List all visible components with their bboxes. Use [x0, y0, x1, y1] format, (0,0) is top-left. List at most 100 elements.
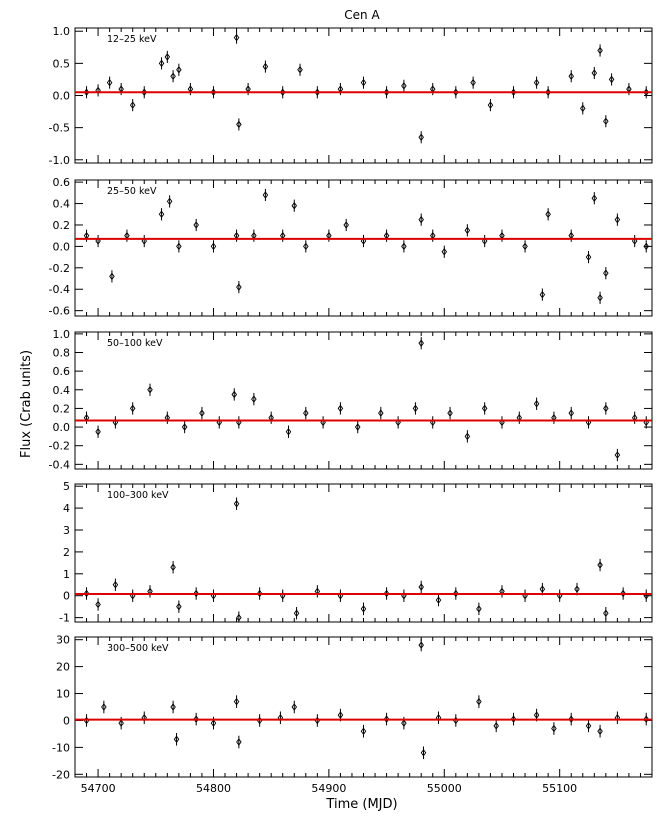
data-point	[354, 423, 361, 431]
data-point	[141, 714, 147, 722]
data-point	[343, 221, 349, 229]
data-point	[293, 609, 300, 617]
y-tick-label: 0.2	[53, 402, 71, 415]
data-point	[401, 82, 407, 90]
data-point	[83, 589, 90, 598]
data-point	[106, 78, 113, 87]
y-tick-label: 0.0	[53, 240, 71, 253]
y-tick-label: -10	[52, 741, 70, 754]
y-tick-label: 3	[63, 524, 70, 537]
data-point	[568, 715, 574, 723]
data-point	[603, 609, 609, 617]
data-point	[401, 242, 407, 251]
data-point	[481, 404, 488, 413]
data-point	[193, 589, 199, 598]
data-point	[533, 711, 540, 719]
data-point	[568, 72, 574, 80]
data-point	[193, 221, 199, 229]
data-point	[418, 215, 424, 224]
x-tick-label: 54900	[311, 782, 346, 795]
y-tick-label: -1	[59, 612, 70, 625]
y-tick-label: 0.6	[53, 176, 71, 189]
y-tick-label: -0.6	[49, 305, 70, 318]
panel-frame	[74, 27, 653, 164]
data-point	[470, 78, 476, 87]
panel-frame	[74, 179, 653, 317]
data-point	[608, 75, 615, 84]
y-tick-label: -1.0	[49, 154, 70, 167]
data-point	[545, 210, 551, 219]
x-tick-label: 54700	[81, 782, 116, 795]
data-point	[481, 237, 488, 245]
panel-band-label: 100–300 keV	[107, 490, 169, 501]
data-point	[303, 242, 309, 251]
data-point	[383, 715, 390, 723]
data-point	[574, 585, 580, 593]
data-point	[279, 88, 286, 97]
data-point	[231, 390, 238, 399]
data-point	[412, 404, 419, 413]
data-point	[112, 581, 119, 589]
data-point	[360, 237, 367, 245]
panel-4: -1 0 1 2 3 4 5 100–300 keV	[59, 480, 653, 625]
data-point	[129, 404, 136, 413]
y-tick-label: 20	[56, 661, 70, 674]
data-point	[603, 269, 609, 277]
data-point	[539, 290, 546, 299]
y-tick-label: 10	[56, 688, 70, 701]
data-point	[158, 210, 165, 219]
data-point	[418, 583, 424, 591]
data-point	[453, 88, 459, 97]
data-point	[193, 715, 199, 723]
y-tick-label: 0.4	[53, 384, 71, 397]
data-point	[236, 738, 242, 746]
data-point	[620, 589, 626, 598]
data-point	[101, 703, 107, 711]
data-point	[418, 339, 424, 347]
data-point	[236, 613, 242, 622]
data-point	[210, 242, 217, 251]
data-point	[95, 237, 101, 245]
data-point	[420, 749, 427, 757]
data-point	[314, 88, 321, 97]
data-point	[262, 62, 269, 71]
panel-5: -20 -10 0 10 20 30 300–500 keV	[52, 634, 653, 781]
data-point	[585, 722, 592, 730]
data-point	[539, 585, 546, 593]
data-point	[510, 715, 517, 723]
data-point	[170, 703, 176, 711]
panel-band-label: 50–100 keV	[107, 338, 163, 349]
data-point	[173, 735, 180, 744]
data-point	[631, 237, 638, 245]
x-tick-label: 55000	[427, 782, 462, 795]
data-point	[597, 727, 603, 735]
data-point	[360, 727, 367, 735]
data-point	[210, 719, 217, 727]
data-point	[614, 215, 621, 224]
panel-3: -0.4 -0.2 0.0 0.2 0.4 0.6 0.8 1.0 50–100 keV	[49, 328, 653, 471]
y-tick-label: 0.4	[53, 198, 71, 211]
data-point	[158, 59, 165, 68]
data-point	[510, 88, 517, 97]
data-point	[166, 197, 173, 206]
data-point	[383, 88, 390, 97]
x-tick-label: 55100	[542, 782, 577, 795]
data-point	[580, 104, 586, 113]
chart-title: Cen A	[344, 8, 380, 22]
y-tick-label: 1.0	[53, 328, 71, 341]
data-point	[233, 499, 240, 508]
y-tick-label: -0.4	[49, 283, 70, 296]
data-point	[533, 78, 540, 87]
data-point	[83, 88, 90, 97]
y-tick-label: 4	[63, 502, 70, 515]
panel-2: -0.6 -0.4 -0.2 0.0 0.2 0.4 0.6 25–50 keV	[49, 176, 653, 318]
y-tick-label: 0	[63, 590, 70, 603]
data-point	[493, 722, 499, 730]
y-tick-label: 0.6	[53, 365, 71, 378]
data-point	[447, 409, 453, 417]
data-point	[109, 272, 115, 281]
data-point	[464, 226, 471, 235]
panel-frame	[74, 331, 653, 470]
chart-panels: -1.0 -0.5 0.0 0.5 1.0 12–25 keV -0.6 -0.4 -0.2 0.…	[49, 25, 653, 795]
